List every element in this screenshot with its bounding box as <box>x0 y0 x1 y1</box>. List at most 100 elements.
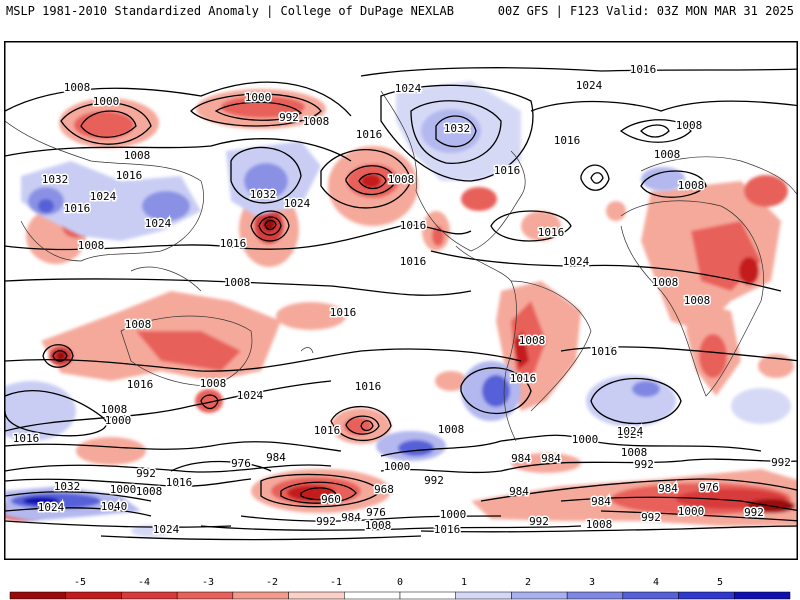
isobar-label: 1024 <box>38 501 65 514</box>
isobar-label: 1008 <box>438 423 465 436</box>
isobar-label: 1008 <box>586 518 613 531</box>
colorbar-cell <box>678 591 735 600</box>
isobar-label: 1040 <box>101 500 128 513</box>
isobar-label: 992 <box>771 456 791 469</box>
colorbar-tick-label: -2 <box>266 577 278 588</box>
isobar-label: 1008 <box>101 403 128 416</box>
model-run-info: 00Z GFS | F123 Valid: 03Z MON MAR 31 202… <box>497 4 794 18</box>
colorbar-cell <box>344 591 401 600</box>
isobar-label: 1024 <box>617 428 644 441</box>
colorbar-cell <box>622 591 679 600</box>
isobar-label: 976 <box>699 481 719 494</box>
isobar-label: 1024 <box>395 82 422 95</box>
isobar-label: 1000 <box>384 460 411 473</box>
colorbar-cell <box>455 591 512 600</box>
isobar-label: 1024 <box>576 79 603 92</box>
isobar-label: 1016 <box>510 372 537 385</box>
map-panel[interactable]: 1008 1000 1000 992 1008 1024 1016 1024 1032 1016 1… <box>4 41 798 560</box>
isobar-label: 1016 <box>166 476 193 489</box>
isobar-label: 1032 <box>54 480 81 493</box>
isobar-label: 992 <box>744 506 764 519</box>
isobar-label: 1024 <box>145 217 172 230</box>
isobar-label: 1016 <box>434 523 461 536</box>
isobar-label: 1024 <box>90 190 117 203</box>
isobar-label: 1016 <box>538 226 565 239</box>
isobar-label: 1016 <box>592 345 619 358</box>
isobar-label: 1016 <box>591 345 618 358</box>
isobar-label: 1008 <box>124 149 151 162</box>
colorbar-tick-label: -1 <box>330 577 342 588</box>
colorbar-cell <box>9 591 66 600</box>
colorbar-cell <box>511 591 568 600</box>
isobar-label: 1000 <box>572 433 599 446</box>
isobar-label: 1008 <box>136 485 163 498</box>
colorbar-tick-label: -4 <box>138 577 150 588</box>
isobar-label: 1032 <box>42 173 69 186</box>
coastlines <box>5 90 797 442</box>
isobar-label: 992 <box>641 511 661 524</box>
color-scale-bar: -5 -4 -3 -2 -1 0 1 2 3 4 5 <box>9 577 791 600</box>
isobar-label: 984 <box>341 511 361 524</box>
isobar-label: 1008 <box>200 377 227 390</box>
colorbar-cells <box>9 591 791 600</box>
isobar-label: 1000 <box>110 483 137 496</box>
isobar-label: 1000 <box>105 414 132 427</box>
isobar-label: 1016 <box>355 380 382 393</box>
isobar-label: 976 <box>231 457 251 470</box>
colorbar-cell <box>65 591 122 600</box>
isobar-label: 1000 <box>93 95 120 108</box>
isobar-label: 1008 <box>365 519 392 532</box>
colorbar-tick-labels: -5 -4 -3 -2 -1 0 1 2 3 4 5 <box>74 577 723 588</box>
isobar-label: 1008 <box>125 318 152 331</box>
isobar-label: 984 <box>658 482 678 495</box>
isobar-label: 1016 <box>630 63 657 76</box>
isobar-label: 1016 <box>116 169 143 182</box>
colorbar-cell <box>288 591 345 600</box>
colorbar-cell <box>399 591 456 600</box>
colorbar-tick-label: 2 <box>525 577 531 588</box>
isobar-label: 992 <box>279 111 299 124</box>
isobar-label: 1008 <box>78 239 105 252</box>
isobar-label: 1016 <box>13 432 40 445</box>
isobar-label: 984 <box>591 495 611 508</box>
isobar-label: 984 <box>511 452 531 465</box>
colorbar-cell <box>121 591 178 600</box>
isobar-label: 1032 <box>250 188 277 201</box>
isobar-label: 984 <box>541 452 561 465</box>
isobar-label: 984 <box>509 485 529 498</box>
colorbar-tick-label: 0 <box>397 577 403 588</box>
colorbar-tick-label: -3 <box>202 577 214 588</box>
isobar-label: 1008 <box>519 334 546 347</box>
isobar-label: 1016 <box>400 219 427 232</box>
isobar-label: 1016 <box>494 164 521 177</box>
isobar-label: 1016 <box>314 424 341 437</box>
isobar-label: 1016 <box>400 255 427 268</box>
isobar-label: 1008 <box>652 276 679 289</box>
isobar-contours <box>5 67 797 541</box>
isobar-label: 976 <box>366 506 386 519</box>
isobar-label: 984 <box>266 451 286 464</box>
isobar-label: 1032 <box>444 122 471 135</box>
colorbar-tick-label: 1 <box>461 577 467 588</box>
isobar-label: 1016 <box>64 202 91 215</box>
isobar-label: 1024 <box>153 523 180 536</box>
isobar-label: 1008 <box>64 81 91 94</box>
isobar-label: 992 <box>634 458 654 471</box>
isobar-label: 1008 <box>684 294 711 307</box>
isobar-label: 992 <box>424 474 444 487</box>
isobar-label: 1024 <box>237 389 264 402</box>
colorbar-tick-label: 3 <box>589 577 595 588</box>
isobar-label: 992 <box>529 515 549 528</box>
isobar-label: 992 <box>136 467 156 480</box>
colorbar-cell <box>566 591 624 600</box>
isobar-label: 1016 <box>127 378 154 391</box>
isobar-label: 1000 <box>440 508 467 521</box>
colorbar-tick-label: -5 <box>74 577 86 588</box>
isobar-label: 960 <box>321 493 341 506</box>
isobar-label: 1016 <box>220 237 247 250</box>
colorbar-tick-label: 4 <box>653 577 659 588</box>
isobar-label: 1008 <box>621 446 648 459</box>
colorbar-cell <box>734 591 791 600</box>
isobar-label: 1000 <box>245 91 272 104</box>
